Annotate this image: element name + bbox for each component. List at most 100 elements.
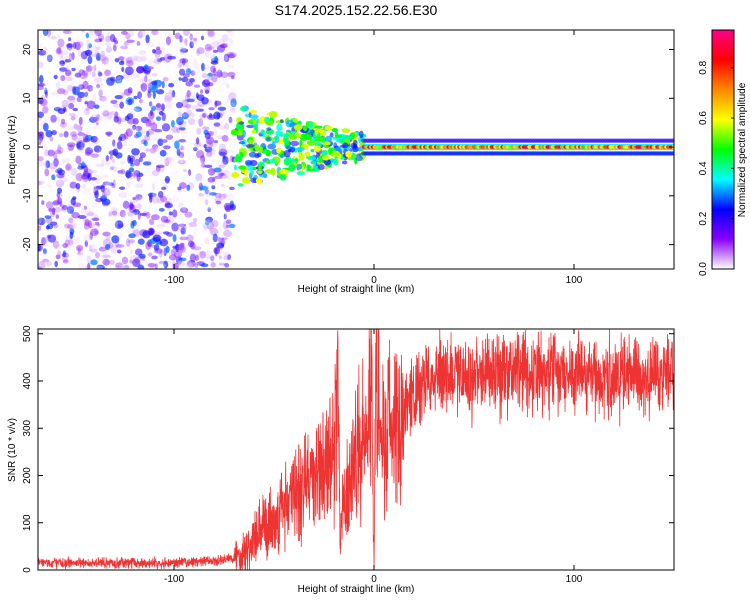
heatmap-cell <box>58 84 66 93</box>
heatmap-cell <box>114 78 123 84</box>
heatmap-cell <box>178 138 187 143</box>
heatmap-cell <box>302 125 308 132</box>
heatmap-cell <box>223 252 229 259</box>
heatmap-cell <box>170 119 175 128</box>
heatmap-cell <box>164 178 170 182</box>
heatmap-cell <box>176 148 181 157</box>
heatmap-cell <box>57 143 62 153</box>
heatmap-cell <box>78 163 82 173</box>
heatmap-cell <box>75 244 84 252</box>
heatmap-cell <box>54 260 58 268</box>
heatmap-cell <box>81 70 89 76</box>
heatmap-cell <box>129 128 137 138</box>
heatmap-cell <box>186 184 191 191</box>
heatmap-cell <box>82 30 86 35</box>
heatmap-cell <box>82 170 90 177</box>
heatmap-cell <box>147 199 152 209</box>
heatmap-cell <box>48 208 53 213</box>
heatmap-cell <box>106 161 112 169</box>
heatmap-cell <box>247 165 254 172</box>
heatmap-cell <box>181 112 189 120</box>
heatmap-cell <box>147 192 157 198</box>
heatmap-cell <box>191 39 198 47</box>
heatmap-cell <box>204 43 212 52</box>
heatmap-cell <box>335 134 343 138</box>
heatmap-cell <box>151 166 156 174</box>
heatmap-cell <box>44 80 51 88</box>
snr-xtick-label: -100 <box>164 574 184 585</box>
heatmap-cell <box>87 196 96 202</box>
heatmap-cell <box>50 114 57 123</box>
heatmap-cell <box>181 86 188 90</box>
heatmap-cell <box>207 176 216 183</box>
heatmap-cell <box>125 128 133 137</box>
heatmap-cell <box>45 225 50 230</box>
heatmap-cell <box>216 80 222 89</box>
heatmap-cell <box>177 219 184 229</box>
heatmap-cell <box>341 160 348 165</box>
heatmap-cell <box>198 118 204 127</box>
heatmap-cell <box>71 133 78 141</box>
heatmap-cell <box>46 33 51 41</box>
heatmap-cell <box>90 32 98 38</box>
heatmap-cell <box>99 38 103 42</box>
heatmap-cell <box>212 67 217 77</box>
heatmap-cell <box>292 117 298 124</box>
heatmap-cell <box>63 205 67 213</box>
heatmap-cell <box>161 123 171 132</box>
heatmap-cell <box>211 185 216 190</box>
heatmap-cell <box>213 55 219 63</box>
heatmap-cell <box>150 122 158 132</box>
heatmap-cell <box>103 161 110 167</box>
heatmap-cell <box>63 123 68 131</box>
heatmap-cell <box>85 38 90 43</box>
heatmap-cell <box>322 141 331 146</box>
heatmap-cell <box>65 163 72 171</box>
heatmap-cell <box>231 172 240 178</box>
heatmap-cell <box>153 179 159 185</box>
heatmap-cell <box>207 72 213 77</box>
heatmap-cell <box>145 120 150 127</box>
heatmap-cell <box>53 74 58 80</box>
heatmap-cell <box>92 112 101 122</box>
heatmap-cell <box>225 83 230 89</box>
heatmap-cell <box>165 36 171 46</box>
heatmap-cell <box>78 84 85 90</box>
heatmap-cell <box>133 170 141 177</box>
heatmap-cell <box>108 219 113 225</box>
heatmap-cell <box>251 129 257 134</box>
heatmap-cell <box>174 180 178 188</box>
heatmap-cell <box>131 148 140 156</box>
heatmap-cell <box>186 234 194 242</box>
heatmap-cell <box>180 48 189 53</box>
heatmap-cell <box>265 120 274 126</box>
heatmap-cell <box>76 140 85 150</box>
heatmap-cell <box>218 262 226 266</box>
heatmap-cell <box>103 187 111 197</box>
heatmap-cell <box>38 131 44 137</box>
heatmap-cell <box>84 158 89 163</box>
heatmap-cell <box>178 202 184 209</box>
heatmap-cell <box>126 39 136 43</box>
heatmap-cell <box>177 159 186 165</box>
heatmap-cell <box>132 170 136 179</box>
heatmap-cell <box>75 155 82 164</box>
heatmap-cell <box>153 57 163 64</box>
heatmap-cell <box>159 56 166 61</box>
heatmap-cell <box>125 38 134 46</box>
heatmap-cell <box>138 178 142 183</box>
heatmap-cell <box>38 244 41 252</box>
heatmap-cell <box>45 118 51 122</box>
heatmap-cell <box>341 128 351 133</box>
heatmap-cell <box>184 211 193 218</box>
heatmap-cell <box>118 264 127 269</box>
heatmap-cell <box>159 42 169 49</box>
heatmap-cell <box>218 237 222 244</box>
heatmap-cell <box>89 188 98 192</box>
heatmap-cell <box>80 30 86 33</box>
heatmap-cell <box>95 163 105 168</box>
heatmap-cell <box>161 137 166 145</box>
heatmap-cell <box>168 69 173 78</box>
heatmap-cell <box>85 107 89 111</box>
